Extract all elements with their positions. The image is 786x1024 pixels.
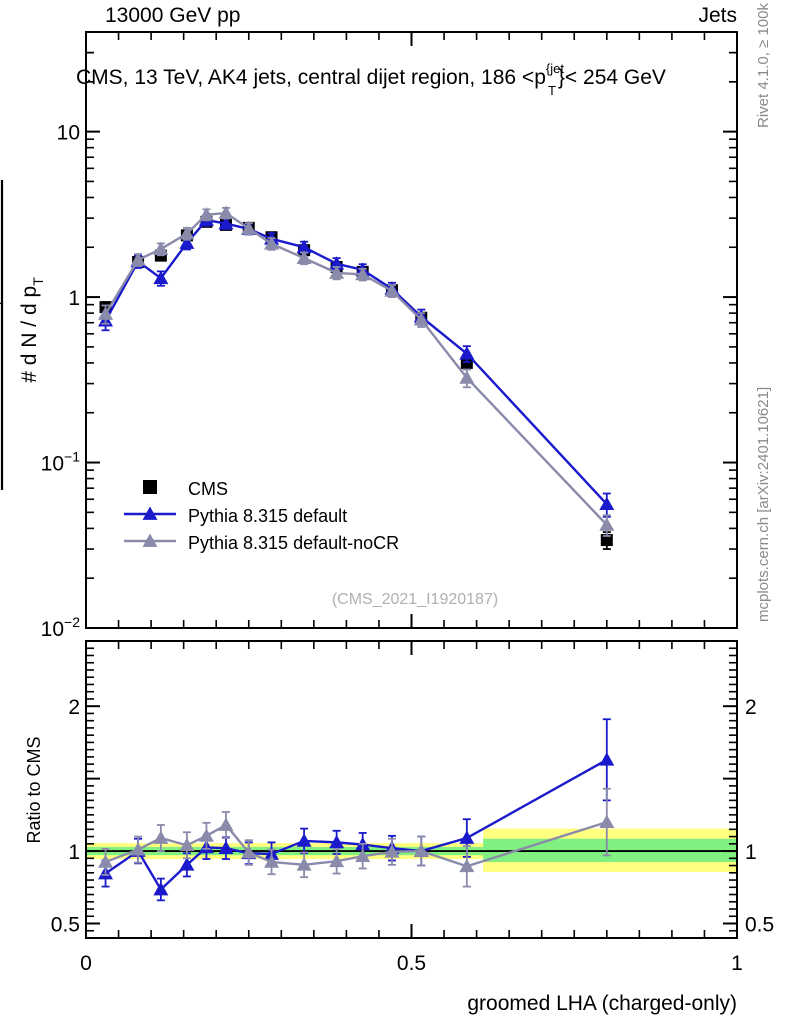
ratio-data-point-marker [329,834,345,849]
legend-label: CMS [188,479,228,499]
legend-item[interactable]: Pythia 8.315 default-noCR [124,533,399,553]
main-y-tick-label: 10−2 [41,614,81,641]
plot-title: CMS, 13 TeV, AK4 jets, central dijet reg… [76,61,666,98]
ratio-data-point-marker [153,881,169,896]
data-point-marker [459,346,475,360]
ratio-data-point-marker [329,853,345,868]
main-panel-frame [85,31,738,629]
main-y-axis-ticks [86,31,737,629]
legend-item[interactable]: CMS [143,479,228,499]
ratio-data-point-marker [384,844,400,858]
ratio-y-tick-label-right: 1 [745,841,757,864]
ratio-data-point-marker [459,830,475,844]
main-y-axis-label: d2N # d pT d λ # d N / d pT [0,180,46,490]
main-x-axis-ticks [85,32,738,628]
data-point-marker [218,216,234,230]
data-point-marker [296,250,312,264]
ratio-data-point-marker [599,752,615,766]
ratio-series-pythia-8-315-default [98,718,615,902]
data-point-marker [198,207,214,221]
main-y-tick-label: 1 [68,287,80,310]
ratio-y-tick-label-left: 0.5 [51,914,80,937]
ratio-y-tick-label-left: 2 [68,696,80,719]
legend-item[interactable]: Pythia 8.315 default [124,506,347,526]
ratio-data-point-marker [218,817,234,831]
svg-text:# d N / d pT: # d N / d pT [18,277,46,383]
ratio-panel-frame [85,640,738,939]
ratio-data-point-marker [153,830,169,844]
ratio-data-point-marker [296,833,312,847]
ratio-y-tick-label-right: 0.5 [745,914,774,937]
data-point-marker [355,266,371,281]
data-point-marker [599,496,615,511]
x-tick-label: 1 [731,952,743,975]
ratio-data-point-marker [218,840,234,855]
ratio-data-point-marker [98,854,114,868]
data-point-marker [130,252,146,266]
svg-text:d2N # d pT d λ: d2N # d pT d λ [0,265,4,395]
data-point-marker [413,312,429,326]
legend: CMS Pythia 8.315 default Pythia 8.315 defa… [124,479,399,553]
legend-marker [142,506,158,520]
legend-marker [142,533,158,547]
ratio-data-point-marker [599,814,615,828]
data-point-marker [384,283,400,297]
main-y-tick-label: 10 [57,122,80,145]
x-tick-label: 0.5 [397,952,426,975]
legend-marker [143,480,157,494]
legend-label: Pythia 8.315 default [188,506,347,526]
ratio-data-point-marker [355,848,371,862]
ratio-data-point-marker [241,845,257,859]
ratio-data-point-marker [179,857,195,871]
ratio-y-tick-label-right: 2 [745,696,757,719]
side-text-rivet: Rivet 4.1.0, ≥ 100k events [755,0,772,128]
ratio-axis-ticks [85,640,738,939]
main-y-tick-label: 10−1 [41,449,81,476]
x-axis-label: groomed LHA (charged-only) [467,992,737,1015]
ratio-data-point-marker [179,837,195,852]
ratio-data-point-marker [459,858,475,873]
data-point-marker [179,226,195,240]
data-point-marker [153,241,169,255]
series-cms [99,215,613,550]
series-pythia-8-315-default-nocr [98,205,615,537]
data-point-marker [179,235,195,249]
plot-title-text: CMS, 13 TeV, AK4 jets, central dijet reg… [76,61,666,98]
data-point-marker [329,265,345,279]
side-text-mcplots: mcplots.cern.ch [arXiv:2401.10621] [755,387,772,622]
ratio-data-point-marker [130,842,146,856]
data-point-marker [98,306,114,320]
header-category-label: Jets [698,4,737,27]
data-point-marker [459,370,475,384]
ratio-data-point-marker [264,854,280,868]
ratio-series-pythia-8-315-default-nocr [98,787,615,888]
data-point-marker [599,517,615,531]
ratio-data-point-marker [413,843,429,857]
data-point-marker [241,220,257,235]
data-point-marker [600,534,613,547]
data-point-marker [153,270,169,285]
series-line [104,218,608,506]
x-axis: 0 0.5 1 groomed LHA (charged-only) [80,952,743,1015]
ratio-data-point-marker [296,857,312,871]
series-line [104,211,608,526]
ratio-y-tick-label-left: 1 [68,841,80,864]
ratio-data-point-marker [198,828,214,842]
header-beam-label: 13000 GeV pp [105,4,240,27]
series-pythia-8-315-default [98,212,615,518]
x-tick-label: 0 [80,952,92,975]
legend-label: Pythia 8.315 default-noCR [188,533,399,553]
ratio-axis-label: Ratio to CMS [24,736,44,843]
data-point-marker [296,239,312,254]
data-point-marker [218,205,234,219]
analysis-watermark: (CMS_2021_I1920187) [332,591,498,608]
data-point-marker [264,236,280,250]
